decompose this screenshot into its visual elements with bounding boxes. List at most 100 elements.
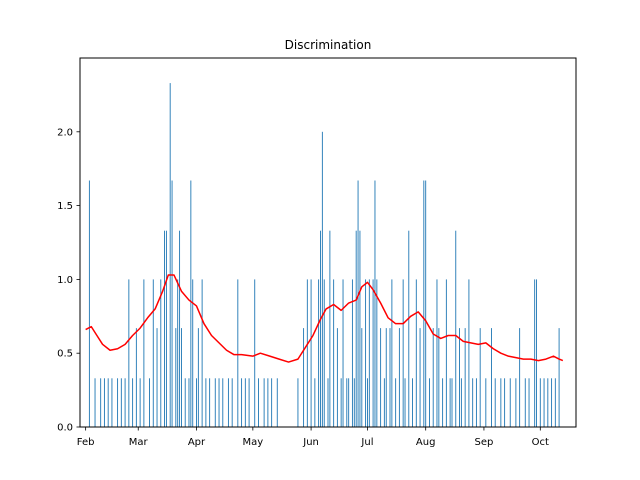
bar-79 — [380, 328, 382, 427]
bar-102 — [455, 230, 457, 427]
bar-108 — [475, 378, 477, 427]
bar-61 — [333, 279, 335, 427]
bar-48 — [271, 378, 273, 427]
bar-112 — [494, 378, 496, 427]
x-tick-label-7: Sep — [475, 437, 494, 448]
bar-107 — [472, 378, 474, 427]
bar-124 — [547, 378, 549, 427]
bar-91 — [419, 328, 421, 427]
bar-28 — [190, 180, 192, 427]
bar-72 — [361, 328, 363, 427]
bar-81 — [385, 328, 387, 427]
bar-59 — [327, 378, 329, 427]
bar-51 — [303, 328, 305, 427]
bar-105 — [464, 328, 466, 427]
bar-106 — [468, 279, 470, 427]
bar-34 — [209, 378, 211, 427]
line-series — [85, 274, 564, 363]
x-tick-label-0: Feb — [77, 437, 95, 448]
bar-96 — [436, 279, 438, 427]
plot-frame — [79, 57, 577, 428]
bar-118 — [524, 378, 526, 427]
bar-25 — [181, 328, 182, 427]
bar-110 — [485, 378, 487, 427]
bar-47 — [267, 378, 269, 427]
bar-90 — [415, 279, 417, 427]
bar-14 — [149, 378, 150, 427]
bar-119 — [528, 378, 530, 427]
bar-30 — [196, 378, 197, 427]
bar-80 — [383, 378, 385, 427]
bar-35 — [214, 378, 216, 427]
bar-29 — [192, 279, 194, 427]
bar-86 — [402, 279, 404, 427]
bar-85 — [398, 328, 400, 427]
bar-73 — [365, 279, 367, 427]
bar-7 — [120, 378, 122, 427]
bar-123 — [543, 378, 545, 427]
chart-title: Discrimination — [285, 38, 372, 52]
bar-6 — [117, 378, 119, 427]
bar-69 — [355, 230, 357, 427]
bar-103 — [459, 328, 460, 427]
bar-97 — [438, 328, 440, 427]
bar-56 — [320, 230, 321, 427]
bar-0 — [88, 180, 90, 427]
bar-22 — [175, 328, 177, 427]
bar-101 — [451, 378, 453, 427]
bar-62 — [336, 328, 338, 427]
bar-40 — [237, 279, 239, 427]
bar-104 — [460, 378, 462, 427]
y-tick-label-1: 0.5 — [57, 349, 73, 360]
bar-66 — [348, 378, 350, 427]
y-tick-label-2: 1.0 — [57, 275, 73, 286]
bar-88 — [408, 230, 410, 427]
bar-24 — [179, 230, 181, 427]
x-tick-label-4: Jun — [302, 437, 319, 448]
bar-82 — [389, 328, 391, 427]
bar-43 — [248, 378, 250, 427]
bar-76 — [372, 279, 374, 427]
bar-74 — [367, 378, 368, 427]
bar-17 — [160, 279, 162, 427]
bar-27 — [188, 378, 190, 427]
bar-64 — [342, 279, 344, 427]
bar-120 — [534, 279, 536, 427]
x-tick-label-3: May — [243, 437, 264, 448]
bar-1 — [94, 378, 96, 427]
bar-95 — [432, 328, 434, 427]
bar-98 — [442, 378, 444, 427]
bar-65 — [346, 378, 348, 427]
bar-87 — [404, 378, 406, 427]
bar-122 — [539, 378, 541, 427]
bar-116 — [515, 378, 517, 427]
bar-53 — [310, 279, 312, 427]
bar-23 — [177, 279, 179, 427]
bar-44 — [254, 279, 256, 427]
bar-20 — [169, 83, 171, 427]
bar-115 — [509, 378, 511, 427]
bar-57 — [321, 131, 323, 428]
bar-55 — [318, 279, 320, 427]
bar-36 — [218, 378, 220, 427]
bar-21 — [171, 180, 173, 427]
y-tick-label-4: 2.0 — [57, 127, 73, 138]
bar-10 — [132, 378, 134, 427]
bar-93 — [425, 180, 427, 427]
bar-9 — [128, 279, 130, 427]
bar-8 — [124, 378, 126, 427]
bar-2 — [100, 378, 102, 427]
bar-58 — [323, 279, 325, 427]
bar-32 — [201, 279, 203, 427]
bar-13 — [143, 279, 145, 427]
smoothed-line — [85, 274, 564, 363]
bar-46 — [263, 378, 265, 427]
bar-49 — [276, 378, 278, 427]
bar-109 — [479, 328, 481, 427]
x-tick-label-1: Mar — [129, 437, 149, 448]
bar-78 — [376, 279, 378, 427]
bar-100 — [449, 378, 451, 427]
x-tick-label-2: Apr — [188, 437, 206, 448]
bar-50 — [297, 378, 299, 427]
